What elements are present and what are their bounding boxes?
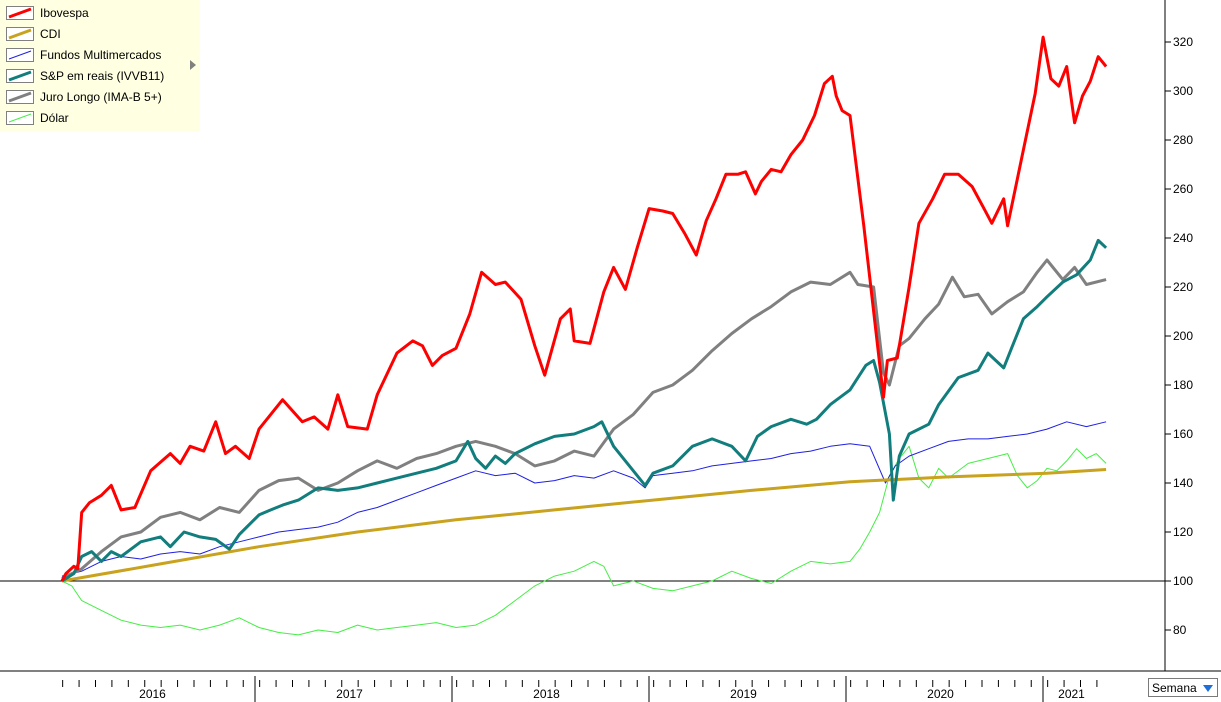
y-tick-label: 260 (1173, 182, 1193, 196)
y-tick-label: 180 (1173, 378, 1193, 392)
legend-swatch-icon (6, 69, 34, 83)
legend-swatch-icon (6, 111, 34, 125)
chart-series (60, 35, 1108, 636)
x-tick-label: 2016 (139, 687, 166, 701)
y-tick-label: 140 (1173, 476, 1193, 490)
chart-legend[interactable]: Ibovespa CDI Fundos Multimercados S&P em… (0, 0, 200, 131)
chevron-down-icon[interactable] (1203, 685, 1213, 692)
legend-item[interactable]: Fundos Multimercados (6, 45, 161, 65)
legend-item[interactable]: Dólar (6, 108, 69, 128)
x-tick-label: 2021 (1058, 687, 1085, 701)
y-tick-label: 200 (1173, 329, 1193, 343)
series-line-ibovespa (60, 35, 1108, 582)
legend-swatch-icon (6, 48, 34, 62)
legend-label: Fundos Multimercados (40, 48, 162, 62)
y-tick-label: 160 (1173, 427, 1193, 441)
y-tick-label: 300 (1173, 84, 1193, 98)
series-line-s-p-em-reais-ivvb11 (61, 238, 1108, 583)
legend-label: Ibovespa (40, 6, 89, 20)
period-select-value: Semana (1152, 680, 1197, 695)
legend-item[interactable]: Juro Longo (IMA-B 5+) (6, 87, 162, 107)
legend-label: Juro Longo (IMA-B 5+) (40, 90, 162, 104)
y-tick-label: 320 (1173, 35, 1193, 49)
y-tick-label: 220 (1173, 280, 1193, 294)
legend-item[interactable]: Ibovespa (6, 3, 89, 23)
series-line-juro-longo-ima-b-5 (61, 258, 1107, 580)
series-line-fundos-multimercados (61, 421, 1107, 577)
period-select[interactable]: Semana (1148, 678, 1218, 697)
y-tick-label: 280 (1173, 133, 1193, 147)
legend-label: S&P em reais (IVVB11) (40, 69, 165, 83)
y-tick-label: 120 (1173, 525, 1193, 539)
series-line-d-lar (61, 445, 1107, 636)
y-tick-label: 100 (1173, 574, 1193, 588)
y-tick-label: 240 (1173, 231, 1193, 245)
legend-expand-arrow-icon[interactable] (190, 60, 196, 70)
legend-label: Dólar (40, 111, 69, 125)
legend-label: CDI (40, 27, 61, 41)
legend-swatch-icon (6, 6, 34, 20)
legend-item[interactable]: CDI (6, 24, 61, 44)
legend-swatch-icon (6, 27, 34, 41)
x-tick-label: 2020 (927, 687, 954, 701)
y-tick-label: 80 (1173, 623, 1187, 637)
legend-item[interactable]: S&P em reais (IVVB11) (6, 66, 164, 86)
x-tick-label: 2019 (730, 687, 757, 701)
x-tick-label: 2017 (336, 687, 363, 701)
x-tick-label: 2018 (533, 687, 560, 701)
series-line-cdi (61, 468, 1107, 583)
legend-swatch-icon (6, 90, 34, 104)
